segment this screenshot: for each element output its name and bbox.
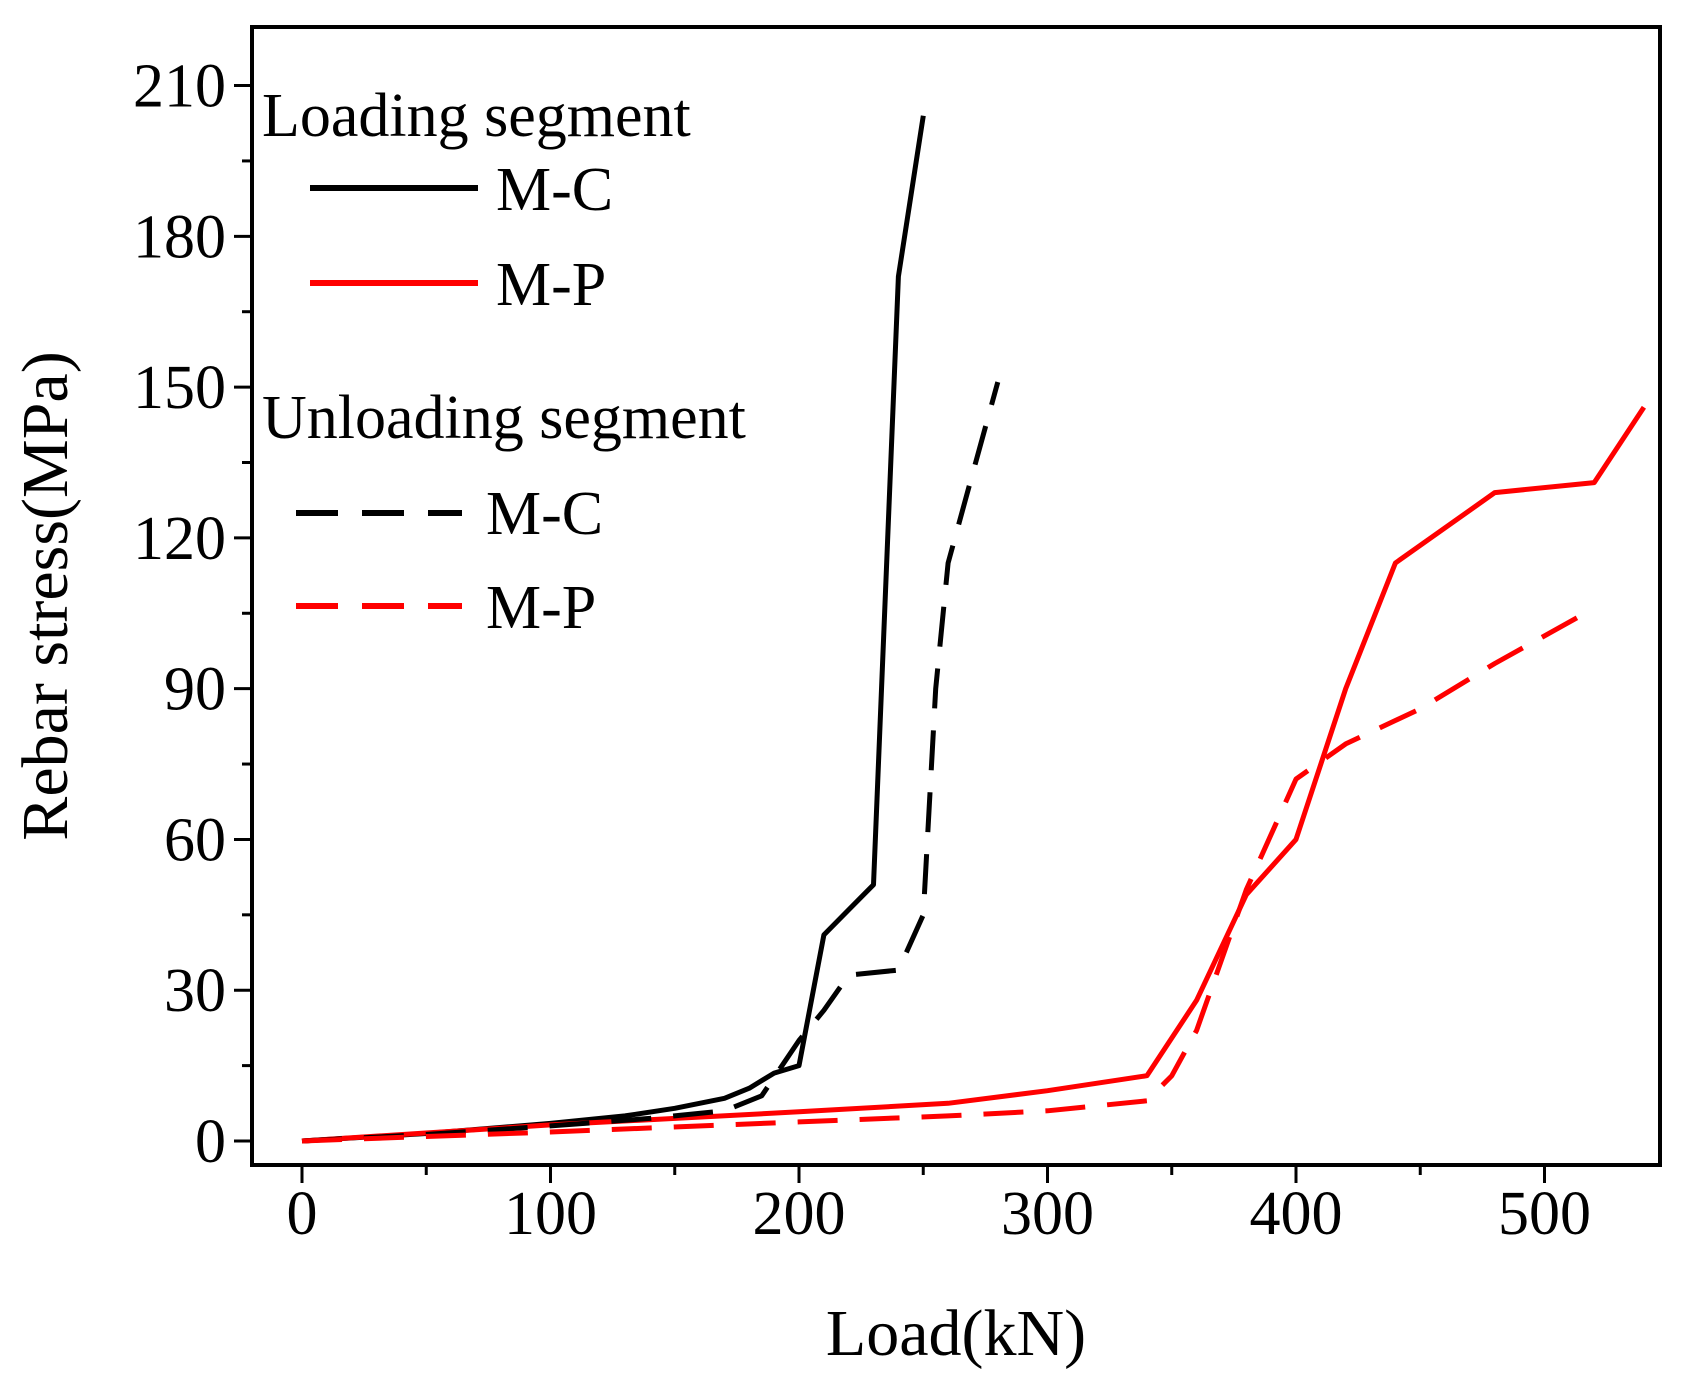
legend-label-unloading-mp: M-P xyxy=(486,574,596,642)
legend-label-loading-mc: M-C xyxy=(496,156,613,224)
x-tick-label: 400 xyxy=(1250,1180,1343,1248)
y-tick-label: 150 xyxy=(133,354,226,422)
legend-group-title-unloading: Unloading segment xyxy=(262,384,746,452)
y-tick-label: 60 xyxy=(164,806,226,874)
legend-label-loading-mp: M-P xyxy=(496,251,606,319)
y-tick-label: 30 xyxy=(164,957,226,1025)
y-tick-label: 0 xyxy=(195,1108,226,1176)
series-layer xyxy=(301,115,1646,1144)
unloading-segment-m-p-line xyxy=(301,606,1596,1144)
legend-group-title-loading: Loading segment xyxy=(262,82,691,150)
x-tick-label: 300 xyxy=(1001,1180,1094,1248)
legend: Loading segment M-C M-P Unloading segmen… xyxy=(262,82,746,642)
x-tick-label: 200 xyxy=(753,1180,846,1248)
loading-segment-m-p-line xyxy=(301,405,1646,1144)
plot-frame xyxy=(250,25,1662,1167)
y-tick-label: 210 xyxy=(133,53,226,121)
y-tick-label: 180 xyxy=(133,203,226,271)
x-tick-label: 0 xyxy=(287,1180,318,1248)
unloading-segment-m-c-line xyxy=(301,381,1001,1144)
y-axis-label: Rebar stress(MPa) xyxy=(9,351,82,840)
y-tick-label: 120 xyxy=(133,505,226,573)
legend-label-unloading-mc: M-C xyxy=(486,480,603,548)
y-tick-label: 90 xyxy=(164,656,226,724)
x-tick-label: 100 xyxy=(504,1180,597,1248)
x-axis-label: Load(kN) xyxy=(826,1297,1086,1370)
x-tick-label: 500 xyxy=(1498,1180,1591,1248)
axis-ticks: 0 100 200 300 400 500 0 30 60 90 120 150 180 210 xyxy=(133,53,1591,1248)
loading-segment-m-c-line xyxy=(301,115,926,1144)
